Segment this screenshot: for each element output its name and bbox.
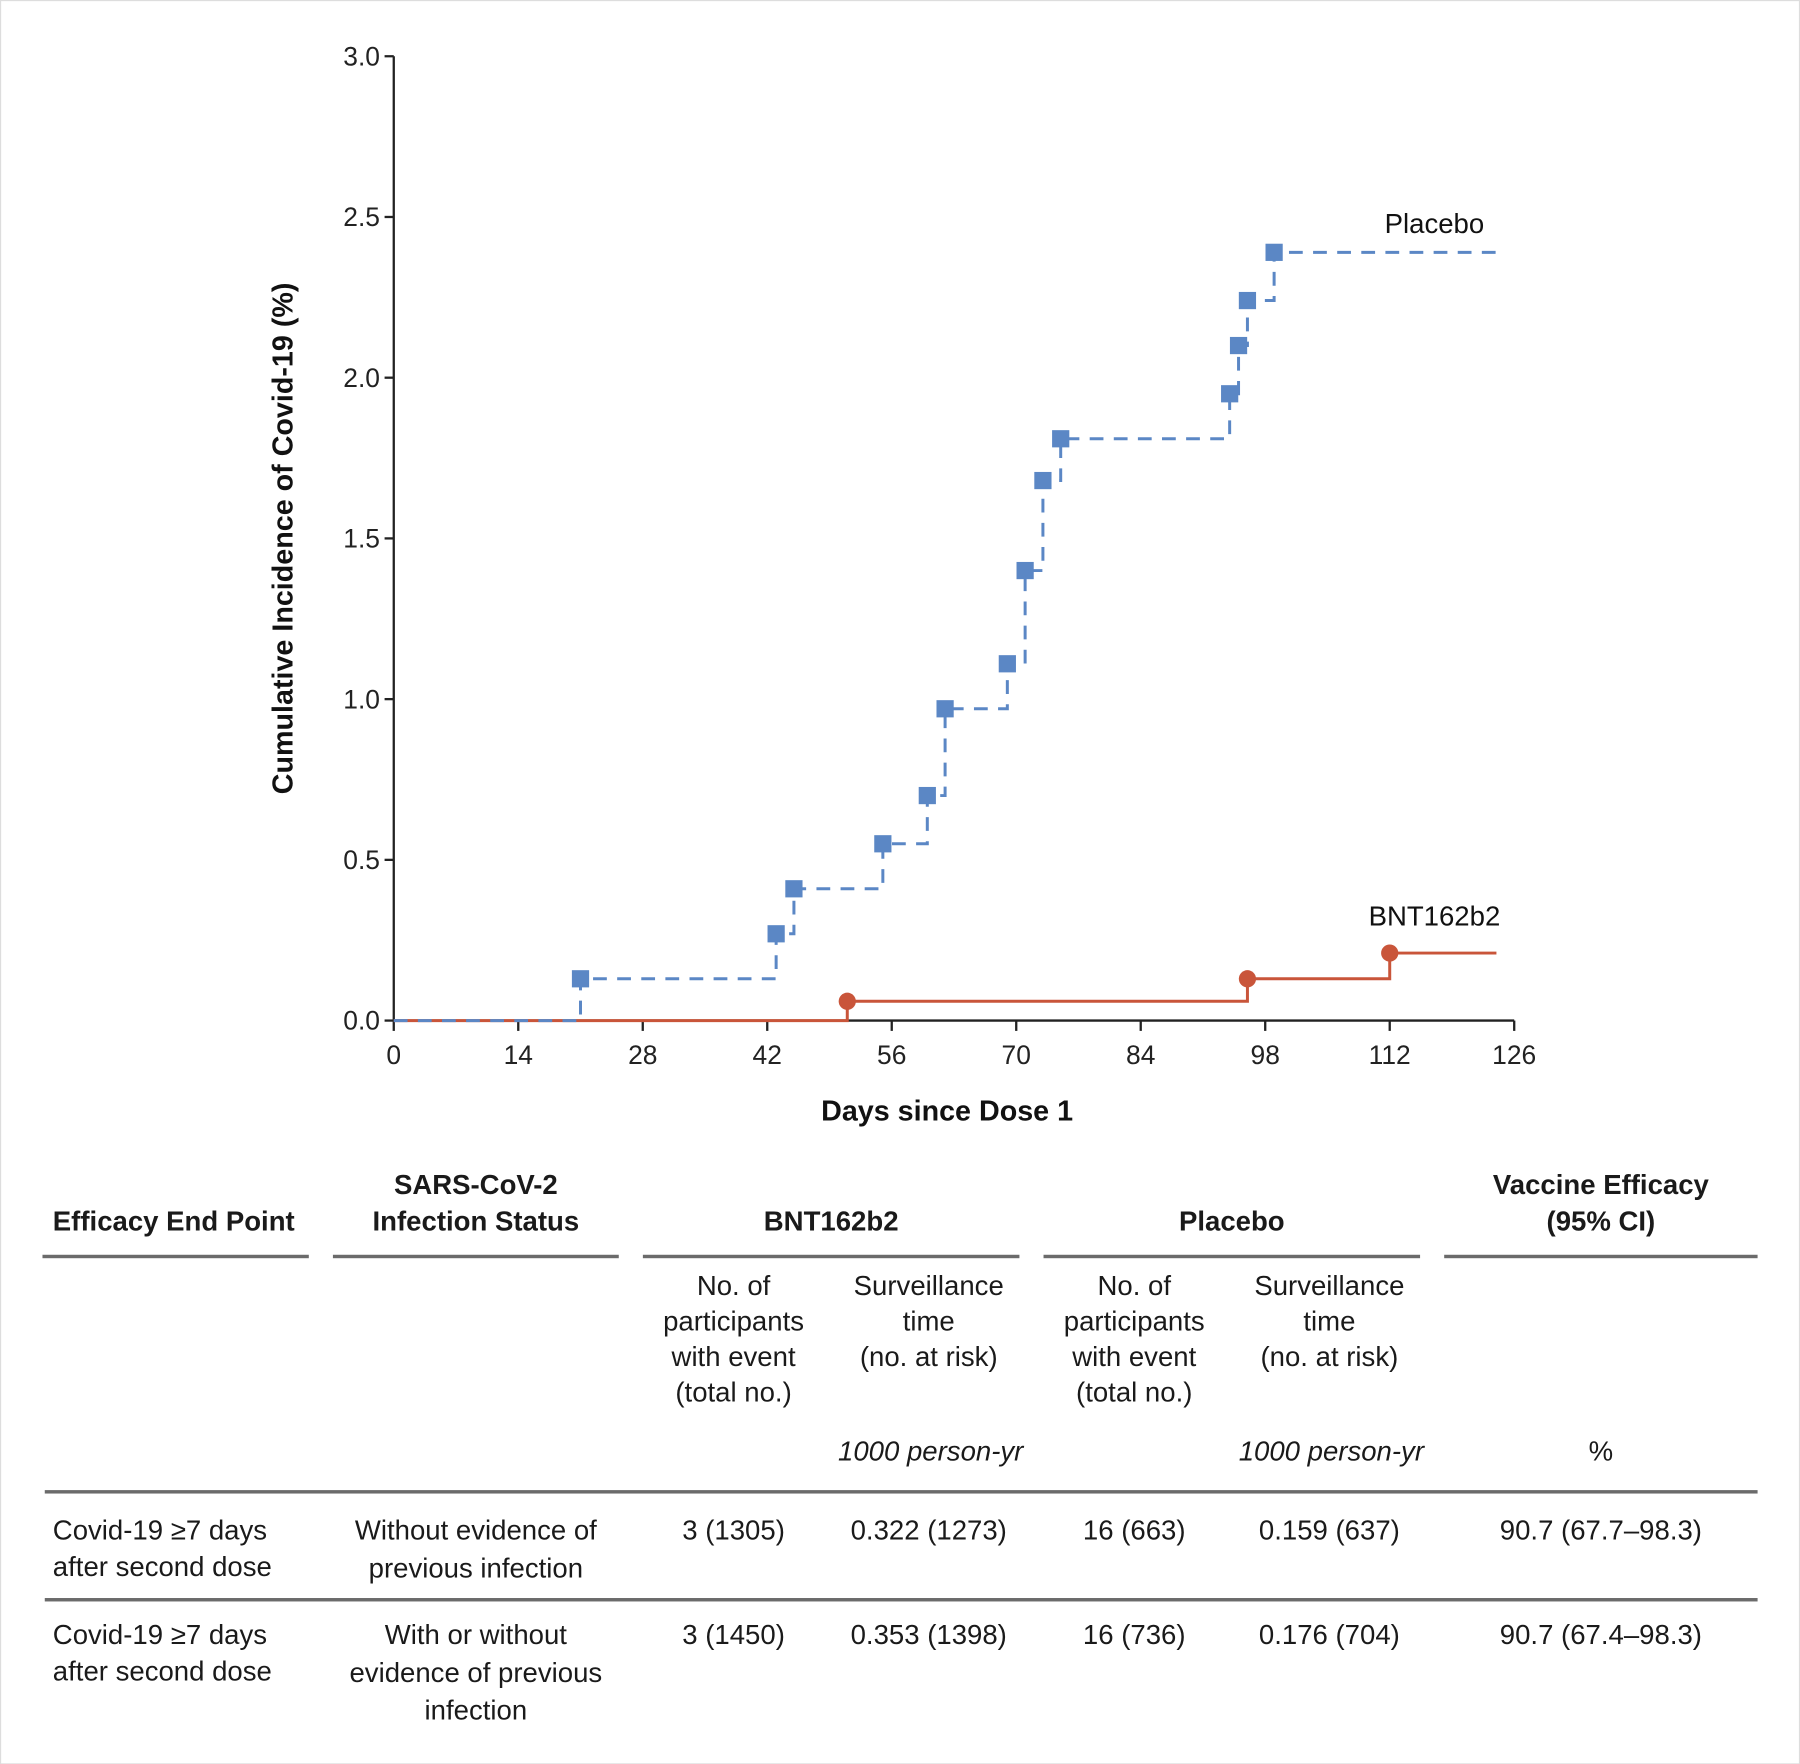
subheader-surveillance: Surveillance <box>1254 1270 1405 1302</box>
header-bnt: BNT162b2 <box>763 1206 899 1238</box>
y-axis-label: Cumulative Incidence of Covid-19 (%) <box>268 283 300 795</box>
row-rule <box>44 1490 1758 1494</box>
cell-placebo-time: 0.176 (704) <box>1258 1619 1400 1651</box>
cell-vaccine-efficacy: 90.7 (67.7–98.3) <box>1499 1515 1702 1547</box>
x-tick-label: 0 <box>386 1040 401 1070</box>
cell-status: Without evidence of <box>354 1515 597 1547</box>
subheader-participants: with event <box>1072 1342 1197 1374</box>
subheader-surveillance: Surveillance <box>853 1270 1004 1302</box>
subheader-participants: (total no.) <box>1076 1377 1193 1409</box>
data-point-placebo <box>918 786 936 805</box>
row-rule <box>44 1598 1758 1602</box>
x-tick-label: 28 <box>628 1040 657 1070</box>
subheader-participants: No. of <box>1097 1270 1171 1302</box>
cell-bnt-time: 0.353 (1398) <box>850 1619 1007 1651</box>
cell-endpoint: after second dose <box>52 1552 272 1584</box>
cell-endpoint: Covid-19 ≥7 days <box>52 1515 268 1547</box>
data-point-bnt162b2 <box>838 992 856 1010</box>
cell-bnt-time: 0.322 (1273) <box>850 1515 1007 1547</box>
cell-endpoint: Covid-19 ≥7 days <box>52 1619 268 1651</box>
x-tick-label: 84 <box>1126 1040 1155 1070</box>
y-tick-label: 2.0 <box>343 363 380 393</box>
x-tick-label: 98 <box>1251 1040 1280 1070</box>
subheader-participants: participants <box>1063 1306 1205 1338</box>
header-ve-2: (95% CI) <box>1546 1206 1656 1238</box>
data-point-placebo <box>1052 430 1070 448</box>
cell-status: infection <box>424 1695 528 1727</box>
subheader-surveillance: (no. at risk) <box>859 1342 998 1374</box>
series-label-bnt162b2: BNT162b2 <box>1369 901 1501 932</box>
header-status-1: SARS-CoV-2 <box>393 1169 558 1201</box>
x-tick-label: 112 <box>1369 1040 1411 1070</box>
unit-placebo-time: 1000 person-yr <box>1238 1436 1425 1468</box>
subheader-surveillance: (no. at risk) <box>1260 1342 1399 1374</box>
unit-ve: % <box>1588 1436 1614 1468</box>
cell-placebo-events: 16 (663) <box>1082 1515 1186 1547</box>
data-point-placebo <box>785 880 803 898</box>
data-point-placebo <box>936 700 954 718</box>
x-tick-label: 42 <box>753 1040 782 1070</box>
x-tick-label: 70 <box>1002 1040 1031 1070</box>
cell-bnt-events: 3 (1450) <box>682 1619 785 1651</box>
data-point-placebo <box>1221 385 1239 403</box>
header-endpoint: Efficacy End Point <box>52 1206 295 1238</box>
x-tick-label: 126 <box>1492 1040 1536 1070</box>
cell-status: evidence of previous <box>349 1657 603 1689</box>
unit-bnt-time: 1000 person-yr <box>838 1436 1024 1468</box>
y-tick-label: 1.0 <box>343 684 380 714</box>
subheader-participants: participants <box>663 1306 805 1338</box>
header-rule <box>332 1254 619 1259</box>
series-label-placebo: Placebo <box>1385 208 1485 239</box>
subheader-participants: No. of <box>696 1270 771 1302</box>
series-line-bnt162b2 <box>393 951 1497 1023</box>
x-tick-label: 14 <box>504 1040 533 1070</box>
cell-bnt-events: 3 (1305) <box>682 1515 785 1547</box>
y-tick-label: 1.5 <box>343 524 380 554</box>
y-tick-label: 3.0 <box>343 41 380 71</box>
subheader-participants: (total no.) <box>675 1377 792 1409</box>
subheader-surveillance: time <box>1303 1306 1356 1338</box>
data-point-placebo <box>767 925 785 943</box>
data-point-bnt162b2 <box>1238 970 1257 988</box>
data-point-placebo <box>1034 471 1052 490</box>
header-status-2: Infection Status <box>372 1206 580 1238</box>
cell-placebo-events: 16 (736) <box>1082 1619 1186 1651</box>
data-point-placebo <box>1265 243 1283 261</box>
subheader-surveillance: time <box>902 1306 955 1338</box>
header-placebo: Placebo <box>1178 1206 1285 1238</box>
cell-vaccine-efficacy: 90.7 (67.4–98.3) <box>1499 1619 1702 1651</box>
subheader-participants: with event <box>671 1342 796 1374</box>
x-axis-label: Days since Dose 1 <box>821 1095 1073 1127</box>
cell-status: previous infection <box>368 1553 584 1585</box>
data-point-placebo <box>1016 561 1034 580</box>
data-point-bnt162b2 <box>1381 944 1399 962</box>
cumulative-incidence-chart: 0.0 0.5 1.0 1.5 2.0 2.5 3.0 0 14 28 42 56 70 84 98 112 1… <box>268 41 1536 1127</box>
x-tick-label: 56 <box>877 1040 906 1070</box>
cell-status: With or without <box>384 1619 567 1651</box>
series-line-placebo <box>393 250 1497 1023</box>
cell-endpoint: after second dose <box>52 1656 272 1688</box>
data-point-placebo <box>998 655 1016 673</box>
header-ve-1: Vaccine Efficacy <box>1492 1169 1709 1201</box>
data-point-placebo <box>874 835 892 853</box>
data-point-placebo <box>1238 291 1257 310</box>
data-point-placebo <box>571 970 590 988</box>
header-rule <box>42 1254 309 1259</box>
y-tick-label: 2.5 <box>343 202 380 232</box>
cell-placebo-time: 0.159 (637) <box>1258 1515 1400 1547</box>
header-rule <box>1043 1254 1421 1259</box>
y-tick-label: 0.0 <box>343 1006 380 1036</box>
header-rule <box>642 1254 1020 1259</box>
data-point-placebo <box>1229 336 1248 355</box>
header-rule <box>1444 1254 1758 1259</box>
y-tick-label: 0.5 <box>343 845 380 875</box>
